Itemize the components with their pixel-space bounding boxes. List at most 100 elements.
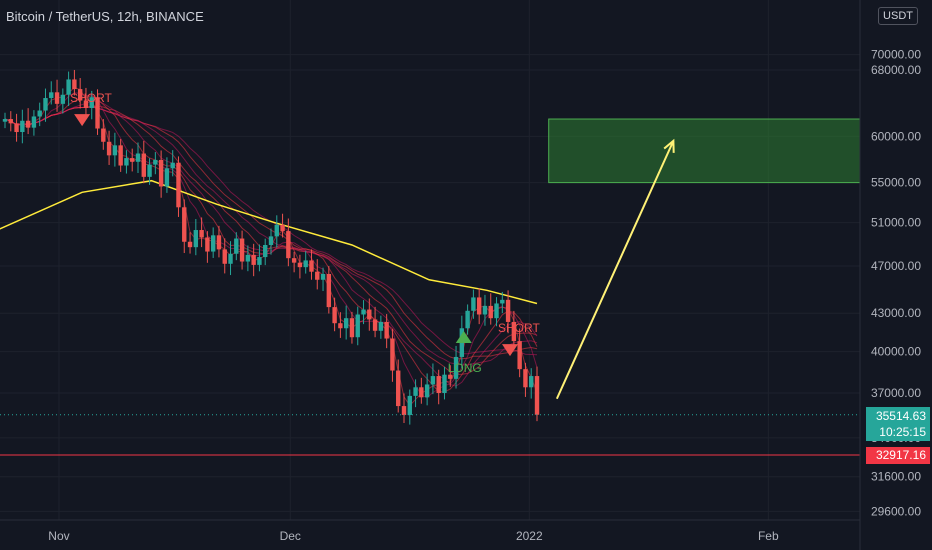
candle	[164, 157, 170, 193]
candle	[396, 359, 401, 413]
x-tick-label: Nov	[48, 529, 69, 543]
candle-body	[494, 303, 499, 319]
candle	[147, 158, 152, 185]
candle	[453, 345, 459, 389]
candle-body	[205, 237, 210, 252]
sell-marker	[502, 344, 519, 357]
candle	[257, 244, 262, 272]
candle	[153, 152, 158, 175]
candle	[488, 293, 493, 325]
candle-body	[89, 97, 94, 109]
candle	[14, 113, 19, 142]
candle	[112, 132, 118, 167]
candle-body	[286, 231, 291, 259]
candle-body	[320, 273, 326, 280]
candle	[60, 88, 66, 114]
candle	[83, 87, 89, 118]
candle-body	[349, 318, 355, 338]
candle-body	[43, 98, 48, 111]
arrow-shaft	[555, 140, 675, 400]
arrow-head	[663, 138, 675, 153]
candle-body	[511, 321, 517, 342]
candle	[430, 363, 436, 395]
candle	[251, 243, 256, 277]
candle	[343, 305, 349, 340]
candles	[2, 69, 540, 425]
candle-body	[401, 406, 407, 415]
candle	[326, 266, 332, 314]
y-tick-label: 70000.00	[871, 48, 921, 62]
candle-body	[251, 254, 256, 265]
candle-body	[245, 254, 251, 262]
y-tick-label: 47000.00	[871, 259, 921, 273]
candle	[471, 289, 476, 319]
candle-body	[505, 299, 511, 322]
candle	[309, 249, 314, 280]
currency-badge[interactable]: USDT	[878, 7, 918, 25]
candle	[465, 304, 470, 335]
candle-body	[54, 92, 60, 104]
candle-body	[529, 376, 534, 388]
candle	[158, 150, 164, 198]
x-tick-label: Dec	[280, 529, 301, 543]
candle-body	[390, 338, 395, 371]
candle-body	[500, 299, 505, 304]
candle-body	[170, 162, 175, 169]
candle	[482, 294, 488, 326]
candle	[245, 245, 251, 272]
candle	[286, 218, 291, 267]
candle-body	[430, 376, 436, 385]
candle	[332, 297, 337, 332]
candle-body	[2, 119, 8, 122]
candle	[239, 230, 245, 270]
candle	[95, 89, 100, 135]
candle	[182, 199, 187, 254]
candle-body	[95, 97, 100, 129]
candle	[500, 291, 505, 314]
candle	[390, 329, 395, 382]
candle-body	[274, 224, 279, 237]
candle-body	[216, 235, 222, 250]
candle	[176, 156, 181, 217]
candle	[442, 366, 447, 400]
candle-body	[83, 100, 89, 109]
candle-body	[135, 153, 141, 162]
candle	[378, 315, 384, 339]
candle-body	[141, 153, 146, 177]
candle-body	[72, 79, 77, 90]
candle	[361, 300, 366, 325]
candle-body	[199, 230, 204, 238]
y-tick-label: 40000.00	[871, 345, 921, 359]
candle	[77, 78, 83, 109]
candle	[25, 108, 31, 135]
candle-body	[37, 110, 42, 117]
signal-label: SHORT	[498, 321, 540, 335]
candle-body	[338, 323, 343, 329]
candle	[505, 290, 511, 334]
candle-body	[182, 207, 187, 242]
grid-lines	[0, 0, 860, 520]
candle-body	[60, 94, 66, 104]
candle-body	[20, 120, 25, 133]
candle-body	[523, 369, 528, 388]
candle	[274, 215, 279, 248]
candle	[141, 140, 146, 184]
candle-body	[130, 158, 135, 162]
candle-body	[396, 370, 401, 407]
candle	[303, 250, 308, 274]
candle	[424, 373, 430, 406]
candle-body	[419, 387, 424, 398]
candle-body	[8, 119, 13, 124]
candle-body	[413, 387, 418, 396]
candle-body	[326, 273, 332, 308]
candle	[476, 287, 482, 325]
long-signal: LONG	[448, 331, 482, 375]
candle-body	[424, 384, 430, 398]
candle-body	[448, 374, 453, 379]
sell-marker	[74, 114, 91, 127]
candle	[106, 130, 112, 165]
candle	[187, 232, 193, 254]
candle-body	[66, 79, 71, 95]
price-axis	[860, 0, 932, 550]
